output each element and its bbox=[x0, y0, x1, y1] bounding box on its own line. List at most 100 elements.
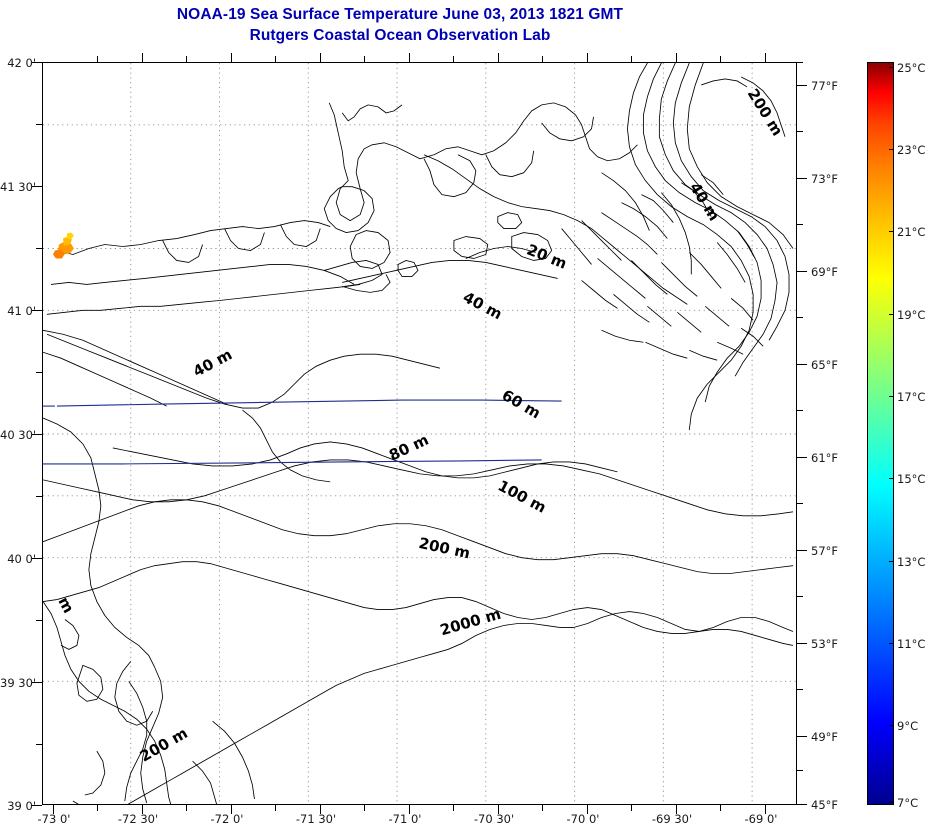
contour-label: 60 m bbox=[499, 386, 544, 422]
lon-tick-mark bbox=[409, 805, 410, 814]
f-minor-tick bbox=[797, 224, 803, 225]
lon-tick-label--70-0: -70 0' bbox=[566, 812, 600, 826]
coastline-paths bbox=[43, 102, 638, 804]
map-svg: 200 m 40 m 20 m 40 m 40 m 60 m 80 m 100 … bbox=[43, 63, 796, 804]
fahrenheit-label-65: 65°F bbox=[811, 358, 838, 372]
celsius-label-11: 11°C bbox=[897, 637, 926, 651]
lon-tick-label--72-30: -72 30' bbox=[117, 812, 159, 826]
map-plot-area[interactable]: 200 m 40 m 20 m 40 m 40 m 60 m 80 m 100 … bbox=[42, 62, 797, 805]
swath-edges bbox=[43, 399, 562, 465]
f-minor-tick bbox=[797, 770, 803, 771]
fahrenheit-label-57: 57°F bbox=[811, 544, 838, 558]
figure-title: NOAA-19 Sea Surface Temperature June 03,… bbox=[0, 4, 800, 46]
lat-tick-label-39-0: 39 0' bbox=[7, 799, 36, 813]
c-tick-mark bbox=[889, 314, 894, 315]
contour-label: 40 m bbox=[686, 179, 723, 224]
lat-minor-tick bbox=[36, 372, 42, 373]
sst-data-patches bbox=[52, 232, 74, 259]
celsius-label-21: 21°C bbox=[897, 225, 926, 239]
contour-label: 80 m bbox=[386, 431, 431, 465]
f-tick-mark bbox=[797, 364, 807, 365]
f-minor-tick bbox=[797, 62, 803, 63]
f-tick-mark bbox=[797, 178, 807, 179]
lat-minor-tick bbox=[36, 496, 42, 497]
contour-label: 200 m bbox=[744, 86, 787, 140]
contour-label: 2000 m bbox=[438, 605, 503, 639]
lon-top-minor-tick bbox=[542, 56, 543, 62]
lon-tick-mark bbox=[676, 805, 677, 814]
f-minor-tick bbox=[797, 596, 803, 597]
contour-label: 40 m bbox=[460, 288, 505, 323]
f-tick-mark bbox=[797, 271, 807, 272]
lon-minor-tick bbox=[631, 805, 632, 811]
c-tick-mark bbox=[889, 396, 894, 397]
lon-tick-mark bbox=[765, 805, 766, 814]
lon-top-tick bbox=[498, 53, 499, 62]
f-minor-tick bbox=[797, 410, 803, 411]
lat-tick-mark bbox=[32, 186, 42, 187]
lat-minor-tick bbox=[36, 124, 42, 125]
lat-tick-mark bbox=[32, 682, 42, 683]
lon-tick-mark bbox=[231, 805, 232, 814]
title-line-1: NOAA-19 Sea Surface Temperature June 03,… bbox=[176, 6, 624, 23]
c-tick-mark bbox=[889, 67, 894, 68]
c-tick-mark bbox=[889, 231, 894, 232]
f-tick-mark bbox=[797, 457, 807, 458]
lon-top-tick bbox=[676, 53, 677, 62]
c-tick-mark bbox=[889, 802, 894, 803]
lon-tick-label--73-0: -73 0' bbox=[37, 812, 71, 826]
lon-tick-label--69-30: -69 30' bbox=[651, 812, 693, 826]
f-tick-mark bbox=[797, 643, 807, 644]
fahrenheit-label-53: 53°F bbox=[811, 637, 838, 651]
lon-tick-mark bbox=[587, 805, 588, 814]
fahrenheit-label-73: 73°F bbox=[811, 172, 838, 186]
celsius-label-15: 15°C bbox=[897, 472, 926, 486]
lon-tick-mark bbox=[320, 805, 321, 814]
fahrenheit-label-49: 49°F bbox=[811, 730, 838, 744]
lon-tick-label--71-30: -71 30' bbox=[295, 812, 337, 826]
lat-minor-tick bbox=[36, 248, 42, 249]
lon-top-tick bbox=[587, 53, 588, 62]
lon-top-tick bbox=[142, 53, 143, 62]
lat-tick-mark bbox=[32, 434, 42, 435]
contour-label: 20 m bbox=[524, 241, 569, 273]
lon-minor-tick bbox=[720, 805, 721, 811]
lon-top-minor-tick bbox=[97, 56, 98, 62]
celsius-label-23: 23°C bbox=[897, 143, 926, 157]
c-tick-mark bbox=[889, 725, 894, 726]
lon-tick-label--69-0: -69 0' bbox=[744, 812, 778, 826]
contour-label: 40 m bbox=[190, 345, 235, 380]
fahrenheit-label-69: 69°F bbox=[811, 265, 838, 279]
c-tick-mark bbox=[889, 478, 894, 479]
f-tick-mark bbox=[797, 550, 807, 551]
lon-minor-tick bbox=[186, 805, 187, 811]
f-minor-tick bbox=[797, 503, 803, 504]
c-tick-mark bbox=[889, 561, 894, 562]
fahrenheit-label-77: 77°F bbox=[811, 79, 838, 93]
lon-top-tick bbox=[231, 53, 232, 62]
contour-label: 100 m bbox=[495, 476, 549, 516]
celsius-label-7: 7°C bbox=[897, 796, 919, 810]
celsius-label-9: 9°C bbox=[897, 719, 919, 733]
lon-minor-tick bbox=[453, 805, 454, 811]
lat-minor-tick bbox=[36, 620, 42, 621]
contour-label: 200 m bbox=[137, 724, 191, 766]
lon-tick-label--70-30: -70 30' bbox=[473, 812, 515, 826]
fahrenheit-label-61: 61°F bbox=[811, 451, 838, 465]
lon-minor-tick bbox=[364, 805, 365, 811]
temperature-colorbar[interactable] bbox=[867, 62, 894, 805]
lon-top-tick bbox=[409, 53, 410, 62]
f-tick-mark bbox=[797, 85, 807, 86]
lon-minor-tick bbox=[542, 805, 543, 811]
lat-tick-label-40-30: 40 30' bbox=[0, 428, 37, 442]
f-tick-mark bbox=[797, 804, 807, 805]
lon-top-minor-tick bbox=[720, 56, 721, 62]
f-minor-tick bbox=[797, 131, 803, 132]
gridlines bbox=[43, 63, 796, 804]
lat-tick-label-39-30: 39 30' bbox=[0, 676, 37, 690]
f-tick-mark bbox=[797, 736, 807, 737]
lon-tick-mark bbox=[53, 805, 54, 814]
c-tick-mark bbox=[889, 643, 894, 644]
f-minor-tick bbox=[797, 317, 803, 318]
